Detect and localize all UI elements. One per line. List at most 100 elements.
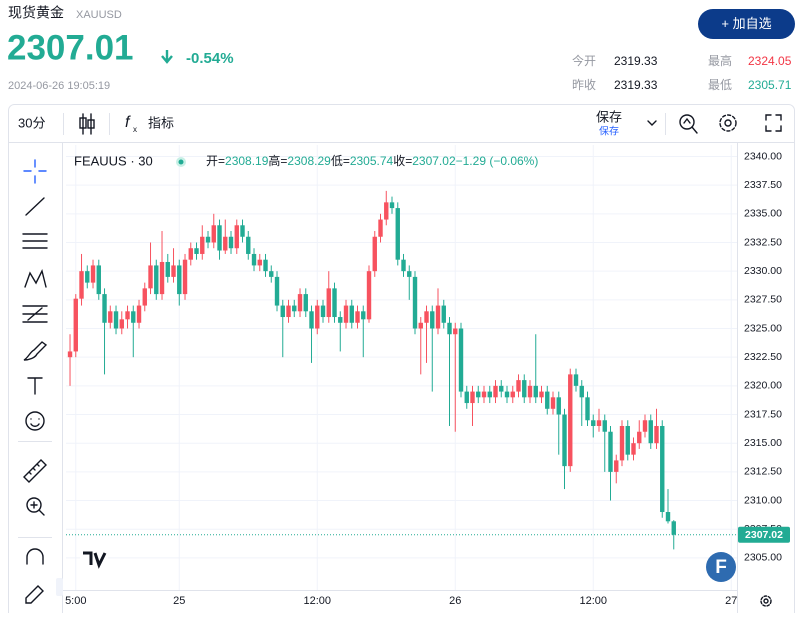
chart-frame (8, 104, 795, 618)
x-tick-label: 26 (449, 595, 461, 607)
y-tick-label: 2325.00 (744, 322, 782, 334)
emoji-tool[interactable] (30, 418, 40, 427)
candle-body (671, 521, 676, 535)
ohlc-legend: 开=2308.19高=2308.29低=2305.74收=2307.02−1.2… (206, 153, 538, 168)
fx-icon[interactable]: x (133, 125, 137, 134)
candle-body (366, 271, 372, 320)
alert-icon[interactable] (679, 114, 698, 134)
candle-body (631, 443, 636, 455)
candle-body (108, 311, 113, 323)
price-tag (738, 526, 790, 543)
candle-body (527, 385, 533, 398)
candle-body (177, 265, 182, 295)
candle-body (182, 259, 188, 295)
y-tick-label: 2330.00 (744, 265, 782, 277)
ruler-tool[interactable] (23, 459, 47, 483)
emoji-tool[interactable] (25, 411, 45, 431)
candle-body (568, 374, 573, 467)
interval[interactable]: 30分 (18, 115, 45, 130)
candle-body (315, 305, 320, 329)
candle-body (418, 322, 423, 329)
brush-tool[interactable] (23, 341, 48, 361)
projection-tool[interactable] (22, 305, 48, 323)
candle-body (642, 420, 648, 432)
crosshair-tool[interactable] (23, 159, 47, 184)
candle-body (211, 225, 216, 243)
magnet-tool[interactable] (26, 548, 44, 565)
zoom-tool[interactable] (30, 501, 45, 516)
f-badge-letter[interactable]: F (715, 557, 727, 578)
y-tick-label: 2337.50 (744, 179, 782, 191)
save-sub[interactable]: 保存 (599, 125, 619, 138)
status-dot (178, 159, 184, 165)
lock-tool[interactable] (25, 585, 44, 604)
candle-body (159, 261, 165, 295)
axis-settings[interactable] (760, 595, 772, 607)
candle-body (637, 431, 642, 444)
candle-icon[interactable] (79, 113, 95, 135)
y-tick-label: 2310.00 (744, 494, 782, 506)
legend-item: 2308.29 (287, 154, 331, 168)
candle-body (596, 420, 602, 426)
line-tool[interactable] (25, 197, 45, 216)
settings-icon[interactable] (719, 114, 737, 132)
legend-item: 开= (206, 154, 225, 168)
y-tick-label: 2335.00 (744, 208, 782, 220)
candle-body (424, 311, 429, 323)
indicators[interactable]: 指标 (148, 115, 174, 130)
y-tick-label: 2322.50 (744, 351, 782, 363)
candle-body (654, 425, 659, 444)
stat-label: 昨收 (572, 78, 596, 92)
candle-body (269, 271, 274, 277)
y-tick-label: 2305.00 (744, 552, 782, 564)
candle-body (73, 298, 78, 352)
save[interactable]: 保存 (596, 109, 622, 124)
y-tick-label: 2312.50 (744, 466, 782, 478)
stat-label: 最低 (708, 78, 732, 92)
candle-body (251, 253, 257, 266)
collapse-handle[interactable] (56, 578, 63, 596)
candle-body (562, 414, 567, 467)
candle-body (228, 236, 234, 249)
candle-body (257, 259, 262, 266)
add-button[interactable] (698, 9, 795, 39)
candle-body (458, 328, 464, 392)
candle-body (441, 305, 446, 323)
candle-body (619, 425, 625, 461)
candle-body (545, 391, 550, 409)
candle-body (280, 305, 285, 318)
stat-value: 2319.33 (614, 54, 658, 68)
down-arrow (161, 50, 173, 64)
symbol: XAUUSD (76, 9, 122, 21)
f-badge[interactable] (706, 552, 736, 582)
stat-label: 今开 (572, 53, 596, 68)
dropdown[interactable] (647, 120, 657, 126)
legend-item: 收= (393, 154, 412, 168)
candle-body (113, 311, 119, 329)
text-tool[interactable] (27, 377, 43, 395)
candle-body (481, 391, 487, 398)
candle-body (205, 236, 211, 243)
candle-body (522, 380, 527, 398)
legend-item: −1.29 (−0.06%) (456, 154, 539, 168)
add-button-label[interactable]: + 加自选 (721, 16, 771, 31)
candle-body (274, 276, 280, 306)
candle-body (332, 288, 337, 318)
candle-body (499, 385, 504, 392)
candle-body (464, 391, 469, 404)
candle-body (453, 328, 458, 335)
candle-body (660, 425, 665, 513)
candle-body (556, 397, 561, 415)
y-tick-label: 2332.50 (744, 236, 782, 248)
fx-icon[interactable]: f (125, 114, 131, 131)
candle-body (79, 271, 84, 299)
candle-body (131, 311, 136, 323)
fib-tool[interactable] (22, 233, 48, 249)
candle-body (125, 311, 130, 320)
drawing-tools (22, 159, 48, 604)
pattern-tool[interactable] (24, 268, 47, 288)
candle-body (602, 420, 607, 432)
candle-body (90, 265, 96, 283)
fullscreen-icon[interactable] (765, 114, 782, 132)
zoom-tool[interactable] (26, 497, 42, 513)
